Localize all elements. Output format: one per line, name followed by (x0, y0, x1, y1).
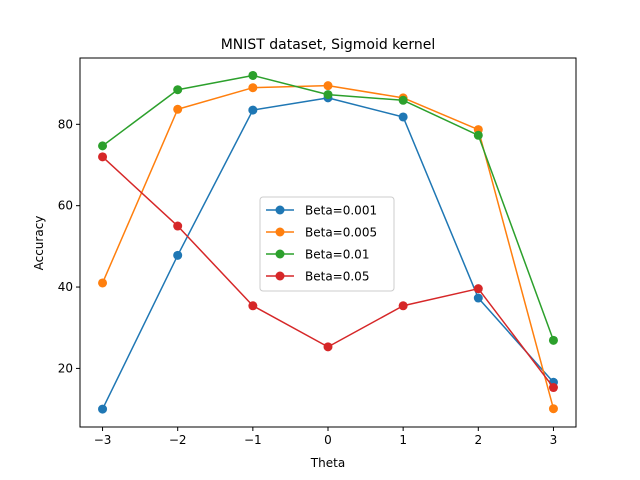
legend-item: Beta=0.01 (266, 248, 369, 262)
series-beta-0-05 (98, 152, 558, 393)
series-beta-0-01 (98, 70, 558, 345)
legend-marker (275, 271, 285, 281)
data-point (98, 404, 108, 414)
x-tick-label: −1 (244, 433, 262, 447)
legend-label: Beta=0.001 (305, 204, 377, 218)
data-point (98, 141, 108, 151)
x-tick-label: 2 (474, 433, 482, 447)
data-point (398, 112, 408, 122)
x-tick-label: −3 (94, 433, 112, 447)
plot-frame (79, 57, 577, 428)
series-layer (98, 70, 558, 414)
data-point (548, 404, 558, 414)
legend-item: Beta=0.05 (266, 270, 369, 284)
legend-box (259, 196, 395, 292)
legend-marker (275, 249, 285, 259)
data-point (248, 301, 258, 311)
legend-marker (275, 227, 285, 237)
data-point (323, 342, 333, 352)
legend-label: Beta=0.05 (305, 270, 369, 284)
y-axis-label: Accuracy (32, 216, 46, 271)
y-tick-label: 60 (58, 199, 73, 213)
data-point (98, 278, 108, 288)
chart-title: MNIST dataset, Sigmoid kernel (221, 37, 436, 53)
legend: Beta=0.001 Beta=0.005 Beta=0.01 Beta=0.05 (259, 196, 395, 292)
y-tick-label: 20 (58, 361, 73, 375)
legend-label: Beta=0.01 (305, 248, 369, 262)
x-axis: −3 −2 −1 0 1 2 3 (94, 427, 558, 447)
data-point (248, 70, 258, 80)
y-axis: 20 40 60 80 (58, 117, 80, 375)
data-point (473, 130, 483, 140)
legend-item: Beta=0.005 (266, 226, 377, 240)
data-point (398, 301, 408, 311)
data-point (548, 335, 558, 345)
data-point (398, 95, 408, 105)
x-tick-label: 1 (399, 433, 407, 447)
legend-item: Beta=0.001 (266, 204, 377, 218)
data-point (473, 284, 483, 294)
data-point (473, 293, 483, 303)
data-point (548, 383, 558, 393)
data-point (323, 81, 333, 91)
x-tick-label: −2 (169, 433, 187, 447)
x-tick-label: 3 (550, 433, 558, 447)
legend-label: Beta=0.005 (305, 226, 377, 240)
data-point (98, 152, 108, 162)
data-point (173, 221, 183, 231)
data-point (248, 105, 258, 115)
y-tick-label: 80 (58, 117, 73, 131)
series-beta-0-005 (98, 81, 558, 414)
legend-marker (275, 205, 285, 215)
x-axis-label: Theta (310, 456, 345, 470)
data-point (173, 104, 183, 114)
data-point (173, 85, 183, 95)
y-tick-label: 40 (58, 280, 73, 294)
x-tick-label: 0 (324, 433, 332, 447)
data-point (323, 90, 333, 100)
data-point (248, 83, 258, 93)
data-point (173, 250, 183, 260)
